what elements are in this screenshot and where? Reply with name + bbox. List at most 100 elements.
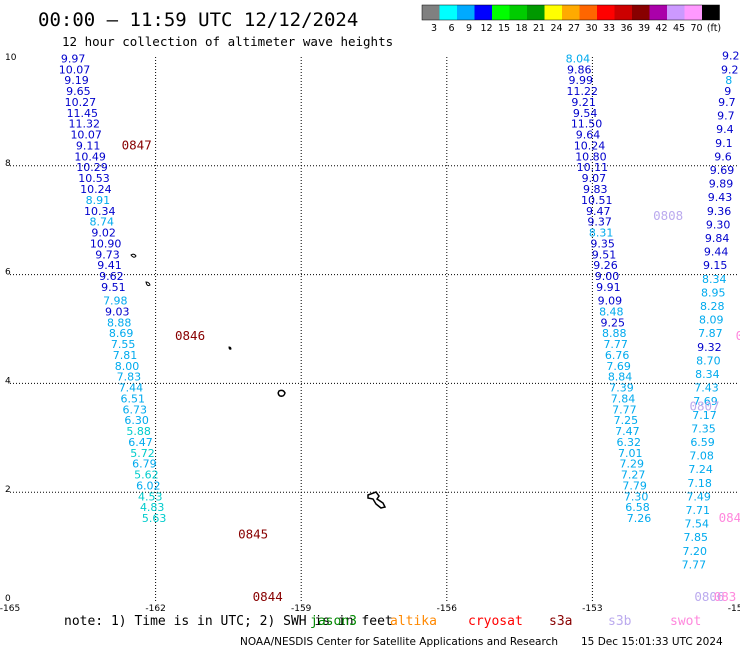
satellite-legend-swot: swot — [670, 614, 701, 629]
wave-height-value: 9.64 — [576, 129, 601, 142]
wave-height-value: 7.17 — [692, 409, 717, 422]
wave-height-value: 7.01 — [618, 447, 643, 460]
wave-height-value: 6.59 — [690, 436, 715, 449]
wave-height-value: 5.72 — [130, 447, 155, 460]
y-tick-label: 8 — [5, 159, 11, 169]
wave-height-value: 7.79 — [622, 479, 647, 492]
wave-height-value: 7.77 — [612, 403, 637, 416]
wave-height-value: 9.25 — [601, 316, 626, 329]
wave-height-value: 7.43 — [694, 382, 719, 395]
wave-height-value: 8 — [725, 74, 732, 87]
colorbar-label: 70 — [690, 23, 702, 34]
x-tick-label: -159 — [291, 604, 312, 614]
pass-time-label: 0 — [736, 328, 740, 343]
island-outline — [145, 281, 151, 287]
wave-height-value: 10.80 — [575, 150, 607, 163]
wave-height-value: 7.55 — [111, 338, 136, 351]
wave-height-value: 7.69 — [606, 360, 631, 373]
colorbar-label: 33 — [603, 23, 615, 34]
island-outline — [277, 389, 286, 397]
data-points: 9.9710.079.199.6510.2711.4511.3210.079.1… — [59, 50, 740, 572]
y-tick-label: 6 — [5, 268, 11, 278]
colorbar-label: 39 — [638, 23, 650, 34]
wave-height-value: 9.1 — [715, 137, 733, 150]
wave-height-value: 7.39 — [609, 382, 634, 395]
pass-time-label: 084 — [719, 510, 740, 525]
satellite-legend-s3b: s3b — [608, 614, 632, 629]
wave-height-value: 6.30 — [124, 414, 149, 427]
wave-height-value: 9.47 — [586, 205, 611, 218]
wave-height-value: 7.49 — [686, 490, 711, 503]
wave-height-value: 9.2 — [722, 50, 740, 63]
wave-height-value: 9.21 — [571, 96, 596, 109]
wave-height-value: 8.95 — [701, 286, 726, 299]
wave-height-value: 7.47 — [615, 425, 640, 438]
wave-height-value: 8.74 — [89, 216, 114, 229]
wave-height-value: 9.73 — [95, 248, 120, 261]
colorbar-label: 3 — [431, 23, 437, 34]
wave-height-value: 9.2 — [721, 63, 739, 76]
x-axis-ticks: -165 -162 -159 -156 -153 -150 — [0, 604, 740, 614]
island-outline — [228, 346, 232, 350]
colorbar-label: 36 — [620, 23, 632, 34]
wave-height-value: 9.15 — [703, 259, 728, 272]
colorbar-frame — [421, 4, 720, 21]
colorbar-label: 18 — [515, 23, 527, 34]
colorbar-swatch — [509, 5, 527, 20]
wave-height-value: 10.24 — [80, 183, 112, 196]
wave-height-value: 7.54 — [684, 518, 709, 531]
colorbar-swatch — [684, 5, 702, 20]
pass-time-label: 0808 — [653, 208, 683, 223]
wave-height-value: 9.91 — [596, 281, 621, 294]
wave-height-value: 8.70 — [696, 354, 721, 367]
x-tick-label: -150 — [728, 604, 740, 614]
wave-height-value: 10.27 — [65, 96, 97, 109]
wave-height-value: 9.02 — [91, 227, 116, 240]
island-outlines — [130, 253, 387, 509]
wave-height-value: 9.6 — [714, 150, 732, 163]
wave-height-value: 7.77 — [603, 338, 628, 351]
wave-height-value: 9.26 — [593, 259, 618, 272]
wave-height-value: 7.85 — [684, 531, 709, 544]
wave-height-value: 9.36 — [707, 205, 732, 218]
wave-height-value: 9.43 — [708, 191, 733, 204]
wave-height-value: 4.53 — [138, 490, 163, 503]
wave-height-value: 8.48 — [599, 305, 624, 318]
pass-time-label: 0806 — [694, 589, 724, 604]
wave-height-value: 8.00 — [115, 360, 140, 373]
colorbar-swatch — [544, 5, 562, 20]
colorbar-label: 9 — [466, 23, 472, 34]
wave-height-value: 4.83 — [140, 501, 165, 514]
satellite-legend-jason3: jason3 — [310, 614, 357, 629]
wave-height-value: 5.88 — [126, 425, 151, 438]
wave-height-value: 11.45 — [67, 107, 99, 120]
satellite-legend: jason3 altika cryosat s3a s3b swot — [310, 614, 701, 629]
y-tick-label: 4 — [5, 376, 11, 386]
wave-height-value: 7.81 — [113, 349, 138, 362]
wave-height-value: 9.7 — [718, 96, 736, 109]
wave-height-value: 9.09 — [598, 295, 623, 308]
chart-subtitle: 12 hour collection of altimeter wave hei… — [62, 34, 393, 49]
wave-height-value: 8.09 — [699, 314, 724, 327]
y-tick-label: 0 — [5, 594, 11, 604]
colorbar-label: (ft) — [707, 23, 721, 34]
wave-height-value: 7.84 — [611, 392, 636, 405]
wave-height-value: 9.69 — [710, 164, 735, 177]
wave-height-value: 6.47 — [128, 436, 153, 449]
wave-height-value: 7.69 — [693, 395, 718, 408]
pass-time-label: 083 — [714, 589, 737, 604]
wave-height-value: 9.65 — [66, 85, 91, 98]
island-outline — [130, 253, 137, 258]
wave-height-value: 9 — [724, 85, 731, 98]
wave-height-value: 10.29 — [76, 161, 108, 174]
x-tick-label: -153 — [582, 604, 602, 614]
satellite-legend-cryosat: cryosat — [468, 614, 523, 629]
wave-height-value: 9.11 — [76, 139, 101, 152]
x-tick-label: -162 — [145, 604, 165, 614]
colorbar-label: 6 — [448, 23, 454, 34]
wave-height-value: 8.28 — [700, 300, 725, 313]
colorbar-swatch — [579, 5, 597, 20]
wave-height-value: 6.02 — [136, 479, 161, 492]
